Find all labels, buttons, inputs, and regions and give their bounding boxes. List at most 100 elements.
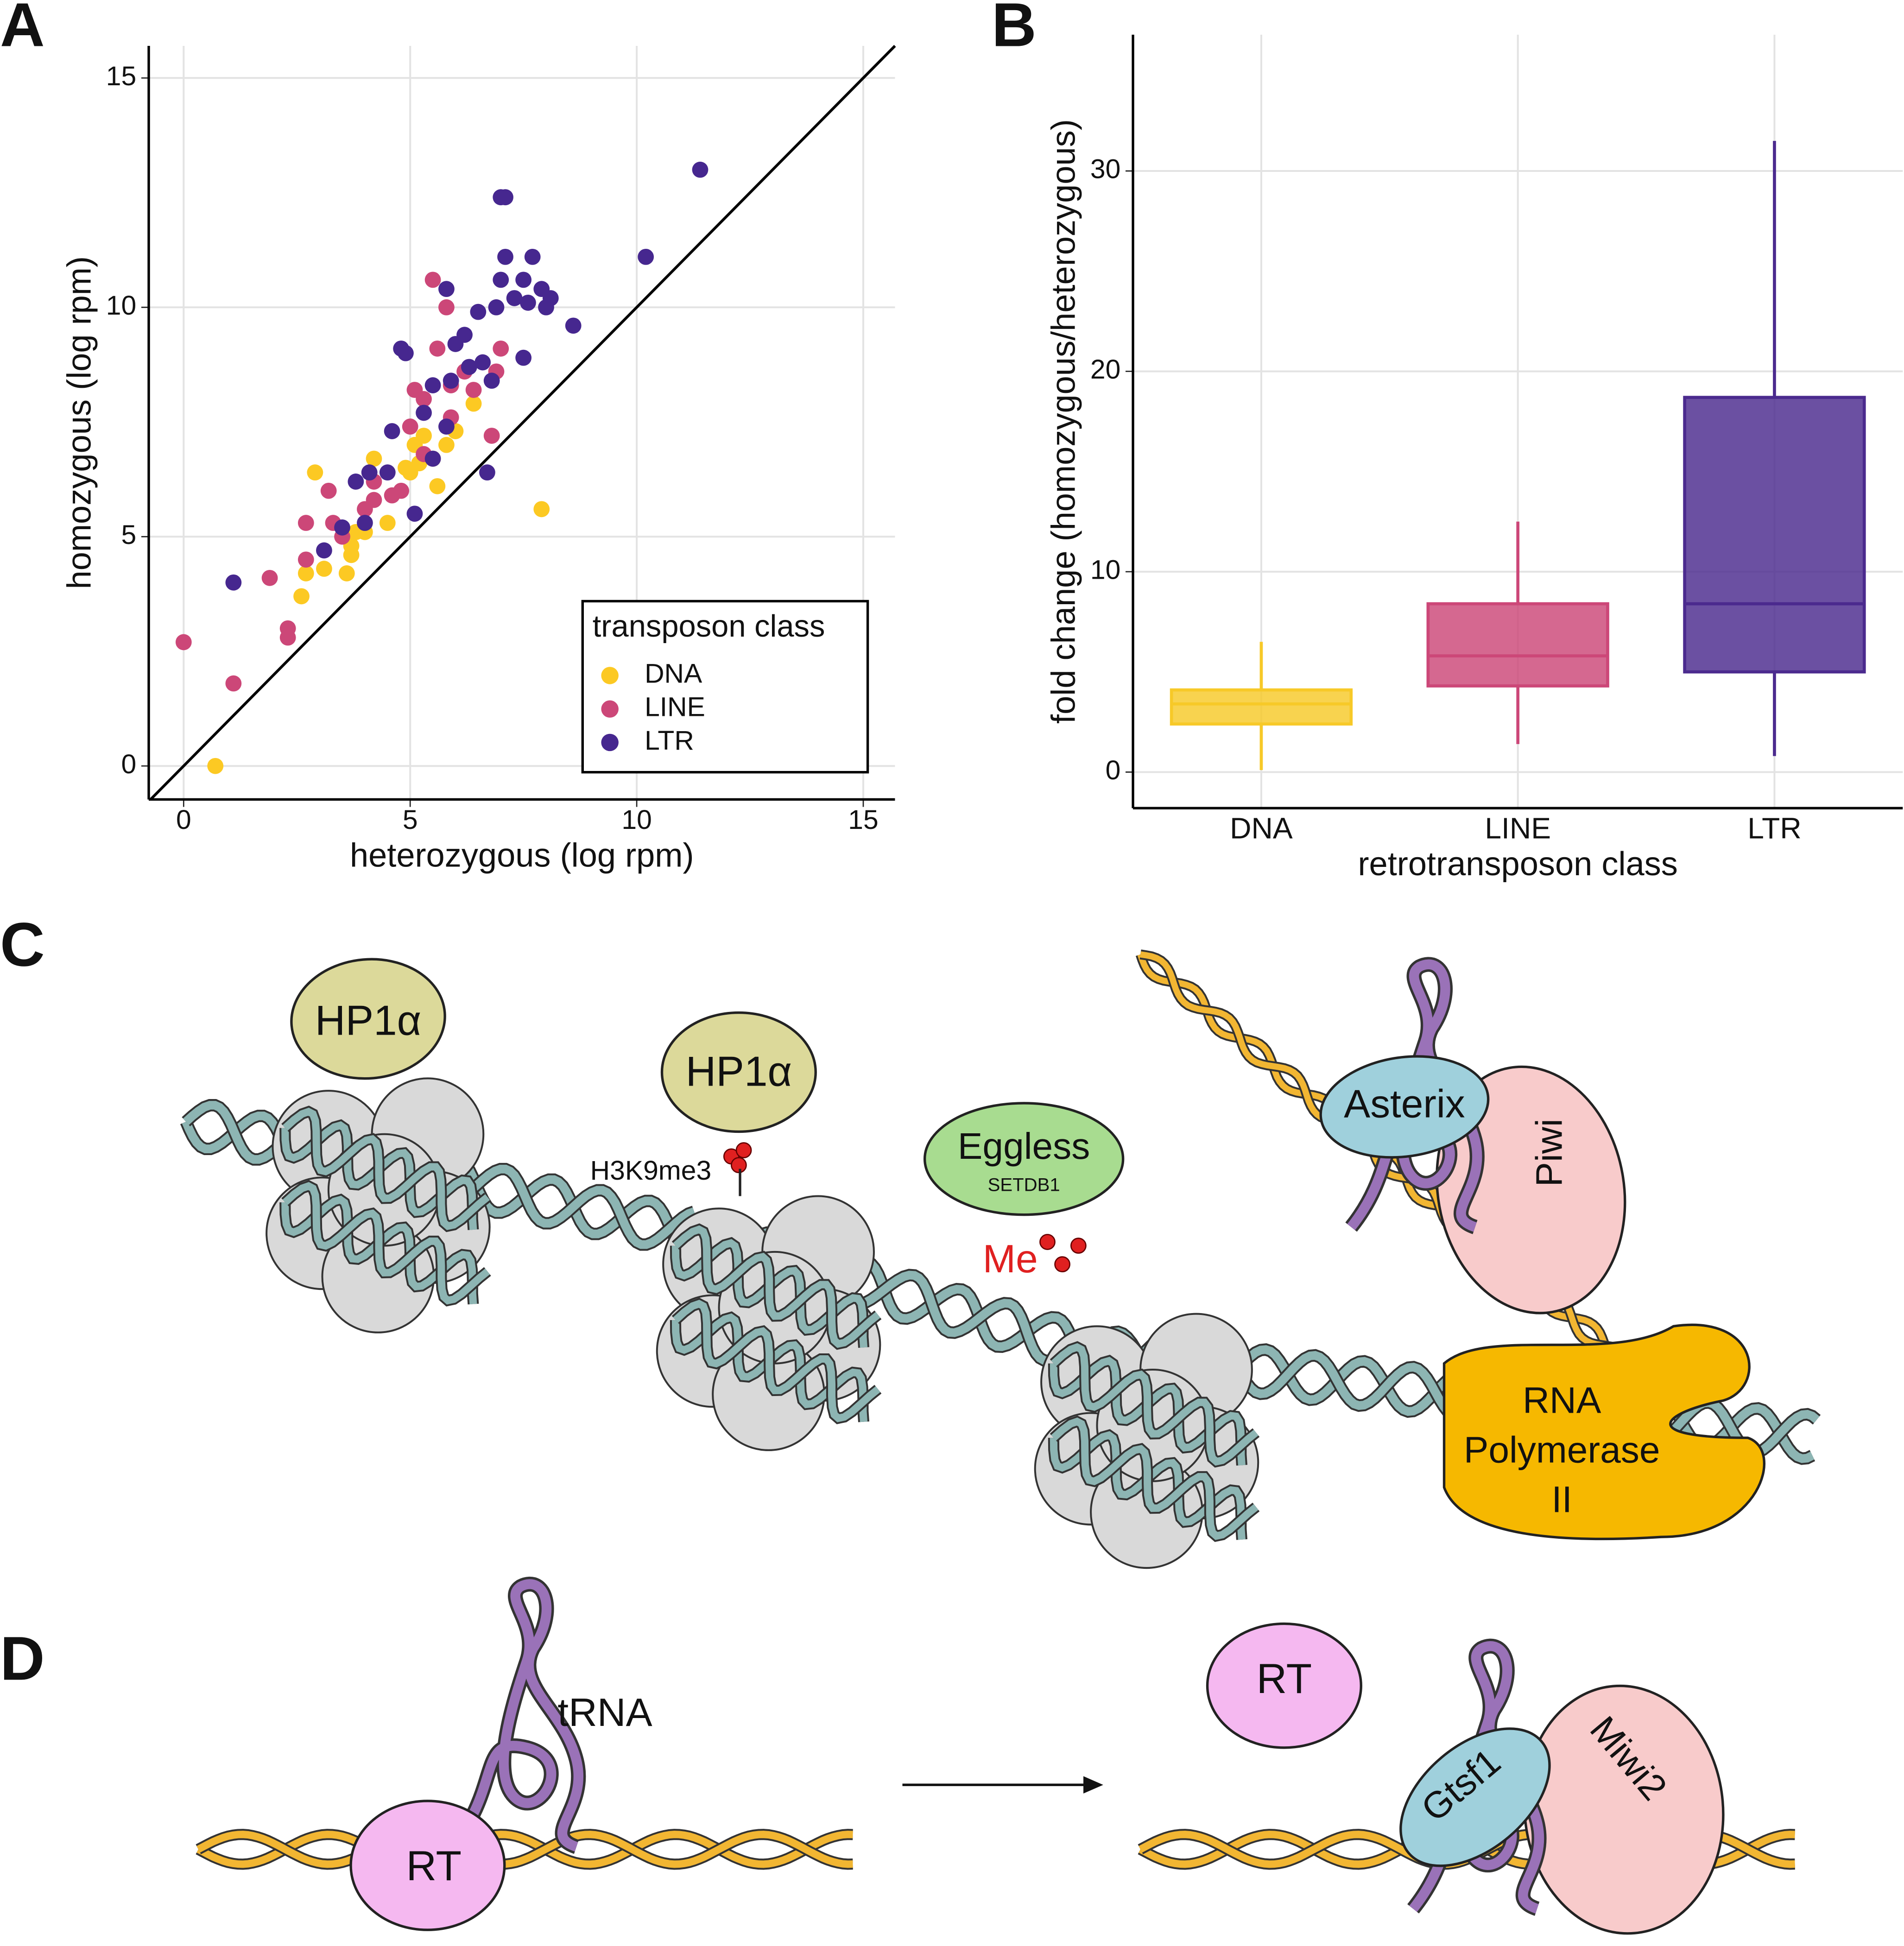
point	[497, 248, 513, 265]
protein	[290, 958, 446, 1080]
x-tick-label: DNA	[1230, 811, 1293, 845]
point	[398, 345, 414, 361]
point	[384, 423, 400, 439]
point	[379, 515, 396, 531]
point	[297, 565, 314, 581]
point	[565, 317, 582, 334]
point	[366, 450, 382, 467]
point	[297, 551, 314, 568]
point	[461, 359, 477, 375]
protein	[1523, 1684, 1725, 1935]
protein	[923, 1102, 1125, 1216]
protein	[349, 1800, 506, 1931]
protein	[1436, 1065, 1626, 1314]
arrow-head	[1083, 1776, 1103, 1794]
strand	[282, 1107, 490, 1230]
point	[361, 464, 378, 481]
x-tick-label: LINE	[1485, 811, 1551, 845]
point	[438, 281, 455, 297]
point	[692, 161, 708, 178]
point	[483, 373, 500, 389]
protein-label: Eggless	[958, 1125, 1090, 1167]
point	[515, 349, 532, 366]
x-tick-label: 15	[848, 805, 878, 835]
point	[379, 464, 396, 481]
y-tick-label: 5	[121, 520, 137, 550]
point	[438, 299, 455, 316]
panel-label: C	[0, 910, 45, 979]
box	[1170, 688, 1353, 726]
protein-label: HP1α	[315, 998, 421, 1044]
point	[520, 294, 536, 311]
protein-label: HP1α	[686, 1048, 792, 1095]
point	[474, 354, 491, 371]
point	[506, 290, 523, 306]
point	[438, 418, 455, 435]
point	[307, 464, 323, 481]
protein-label: RT	[406, 1843, 462, 1889]
legend-box	[581, 600, 869, 774]
point	[225, 675, 242, 692]
point	[402, 418, 418, 435]
point	[393, 482, 410, 499]
point	[398, 460, 414, 476]
point	[470, 303, 487, 320]
protein-label: RNA	[1523, 1379, 1601, 1421]
strand	[1051, 1343, 1259, 1466]
strand	[196, 1831, 853, 1868]
panel-label: D	[0, 1624, 45, 1693]
point	[366, 492, 382, 508]
point	[348, 474, 364, 490]
legend-swatch	[601, 667, 619, 684]
legend-title: transposon class	[593, 609, 825, 644]
protein	[1206, 1622, 1362, 1749]
y-tick-label: 30	[1090, 154, 1120, 184]
point	[424, 272, 441, 288]
rna	[449, 1579, 584, 1852]
x-tick-label: 0	[176, 805, 191, 835]
identity-line	[149, 44, 896, 801]
point	[542, 290, 559, 306]
point	[261, 569, 278, 586]
y-axis-title: homozygous (log rpm)	[61, 256, 98, 589]
point	[316, 561, 332, 577]
y-tick-label: 0	[1106, 755, 1121, 785]
protein	[1319, 1055, 1490, 1159]
point	[293, 588, 310, 605]
rna-label: tRNA	[557, 1691, 652, 1735]
panel-label: A	[0, 0, 45, 60]
point	[443, 373, 459, 389]
legend-label: LTR	[645, 726, 694, 756]
point	[429, 340, 446, 357]
panel-label: B	[992, 0, 1037, 60]
point	[493, 272, 509, 288]
x-axis-title: retrotransposon class	[1358, 846, 1677, 883]
point	[465, 395, 482, 412]
strand	[673, 1300, 880, 1422]
point	[338, 565, 355, 581]
diagram-shapes	[180, 949, 1821, 1935]
point	[316, 542, 332, 559]
x-tick-label: 5	[403, 805, 418, 835]
point	[357, 515, 373, 531]
protein-label: II	[1551, 1478, 1572, 1520]
protein-label: RT	[1257, 1655, 1312, 1702]
y-tick-label: 10	[1090, 555, 1120, 585]
point	[456, 327, 473, 343]
protein	[660, 1011, 817, 1133]
point	[638, 248, 654, 265]
strand	[196, 1831, 853, 1868]
point	[524, 248, 541, 265]
y-tick-label: 0	[121, 749, 137, 779]
x-axis-title: heterozygous (log rpm)	[350, 837, 694, 874]
point	[483, 428, 500, 444]
point	[334, 519, 350, 536]
methyl-mark	[1070, 1238, 1087, 1254]
legend-label: DNA	[645, 659, 702, 689]
point	[406, 382, 423, 398]
y-tick-label: 10	[106, 291, 136, 321]
mark-label: H3K9me3	[590, 1156, 712, 1186]
strand	[673, 1225, 880, 1348]
methyl-label: Me	[983, 1237, 1038, 1281]
